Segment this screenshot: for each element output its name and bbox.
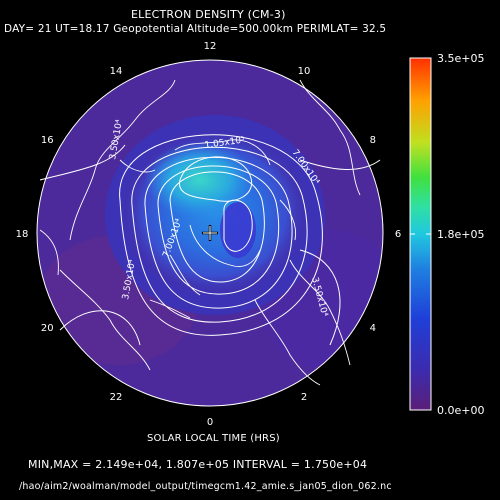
x-axis-label: SOLAR LOCAL TIME (HRS) — [147, 433, 280, 444]
hour-label: 8 — [370, 135, 376, 146]
hour-label: 4 — [370, 323, 376, 334]
hour-label: 10 — [298, 66, 311, 77]
density-disk — [37, 60, 383, 406]
colorbar-tick-label: 1.8e+05 — [437, 228, 484, 241]
colorbar: 3.5e+05 1.8e+05 0.0e+00 — [409, 52, 484, 417]
hour-label: 0 — [207, 417, 213, 428]
colorbar-tick-label: 0.0e+00 — [437, 404, 484, 417]
hour-label: 14 — [110, 66, 123, 77]
disk-outline — [36, 59, 384, 407]
stats-line: MIN,MAX = 2.149e+04, 1.807e+05 INTERVAL … — [28, 458, 368, 471]
hour-label: 22 — [110, 392, 123, 403]
hour-label: 16 — [41, 135, 54, 146]
hour-label: 18 — [16, 229, 29, 240]
hour-label: 20 — [41, 323, 54, 334]
hour-label: 12 — [204, 41, 217, 52]
chart-subtitle: DAY= 21 UT=18.17 Geopotential Altitude=5… — [4, 23, 387, 35]
hour-label: 6 — [395, 229, 401, 240]
colorbar-tick-label: 3.5e+05 — [437, 52, 484, 65]
chart-title: ELECTRON DENSITY (CM-3) — [131, 8, 286, 21]
coastlines — [39, 79, 361, 386]
file-path: /hao/aim2/woalman/model_output/timegcm1.… — [19, 481, 392, 492]
hour-label: 2 — [301, 392, 307, 403]
contour-lines — [39, 134, 381, 346]
